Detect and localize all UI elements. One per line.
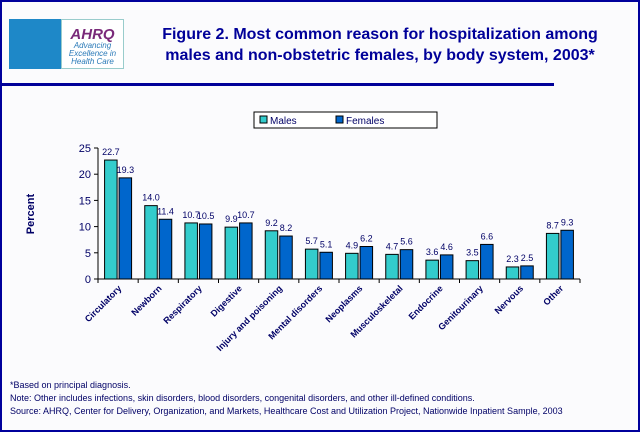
x-tick-label: Other (541, 283, 565, 307)
y-tick-label: 0 (85, 274, 91, 286)
data-label: 14.0 (142, 193, 160, 203)
bar-males (505, 266, 520, 280)
legend-box (253, 111, 438, 129)
ahrq-logo: AHRQ Advancing Excellence in Health Care (9, 19, 124, 69)
title-line-2: males and non-obstetric females, by body… (165, 47, 595, 64)
bar-males (545, 232, 560, 280)
bar-females (198, 223, 213, 280)
x-tick-label: Nervous (493, 283, 526, 316)
data-label: 19.3 (117, 165, 135, 175)
footnote-2: Note: Other includes infections, skin di… (10, 393, 475, 403)
y-tick-label: 5 (85, 248, 91, 260)
x-tick-label: Endocrine (407, 283, 445, 321)
x-tick-label: Digestive (209, 283, 244, 318)
bar-males (224, 226, 239, 280)
bar-males (304, 248, 319, 280)
bar-females (560, 229, 574, 280)
bar-males (104, 159, 118, 280)
x-tick-label: Newborn (129, 283, 163, 317)
data-label: 5.7 (305, 236, 318, 246)
ahrq-wordmark: AHRQ (70, 26, 115, 43)
data-label: 10.7 (237, 210, 255, 220)
data-label: 22.7 (102, 147, 120, 157)
chart-title: Figure 2. Most common reason for hospita… (140, 24, 620, 66)
bar-males (425, 259, 439, 280)
bar-females (399, 249, 414, 280)
x-tick-label: Neoplasms (323, 283, 364, 324)
data-label: 11.4 (157, 206, 174, 216)
footnote-3: Source: AHRQ, Center for Delivery, Organ… (10, 406, 563, 416)
ahrq-tagline-2: Excellence in (68, 49, 117, 58)
bar-males (345, 252, 359, 280)
bar-males (144, 205, 158, 280)
bar-males (264, 230, 279, 280)
bar-females (520, 265, 534, 280)
ahrq-tagline-1: Advancing (73, 41, 112, 50)
data-label: 10.5 (197, 211, 215, 221)
y-tick-label: 20 (79, 169, 91, 181)
x-tick-label: Injury and poisoning (215, 283, 285, 353)
legend-label-males: Males (270, 116, 297, 127)
data-label: 8.7 (546, 220, 559, 230)
x-tick-label: Circulatory (83, 283, 124, 324)
data-label: 6.2 (360, 234, 373, 244)
bar-males (184, 222, 198, 280)
ahrq-tagline-3: Health Care (71, 57, 114, 66)
data-label: 6.6 (481, 231, 494, 241)
ahrq-logo-text: AHRQ Advancing Excellence in Health Care (61, 19, 124, 69)
data-label: 4.6 (440, 242, 453, 252)
bar-females (480, 243, 494, 280)
hhs-eagle-logo (9, 19, 61, 69)
bar-males (465, 260, 480, 280)
data-label: 5.1 (320, 239, 333, 249)
data-label: 2.5 (521, 253, 534, 263)
bar-females (359, 246, 374, 280)
data-label: 2.3 (506, 254, 519, 264)
y-tick-label: 15 (79, 195, 91, 207)
legend-swatch-females (335, 115, 344, 124)
data-label: 4.7 (386, 241, 399, 251)
title-rule (2, 83, 554, 86)
x-tick-label: Respiratory (161, 283, 203, 325)
y-tick-label: 25 (79, 143, 91, 155)
data-label: 9.9 (225, 214, 238, 224)
bar-females (118, 177, 133, 280)
bar-females (279, 235, 293, 280)
bar-females (319, 251, 333, 280)
data-label: 5.6 (400, 237, 413, 247)
bar-males (385, 253, 399, 280)
data-label: 4.9 (346, 240, 359, 250)
legend-swatch-males (259, 115, 268, 124)
title-line-1: Figure 2. Most common reason for hospita… (162, 26, 598, 43)
y-tick-label: 10 (79, 222, 91, 234)
data-label: 10.7 (182, 210, 200, 220)
footnote-1: *Based on principal diagnosis. (10, 380, 131, 390)
bar-females (439, 254, 454, 280)
bar-females (158, 218, 173, 280)
data-label: 9.2 (265, 218, 278, 228)
data-label: 3.6 (426, 247, 439, 257)
legend-label-females: Females (346, 116, 384, 127)
data-label: 9.3 (561, 217, 574, 227)
bar-females (239, 222, 253, 280)
data-label: 8.2 (280, 223, 293, 233)
data-label: 3.5 (466, 248, 479, 258)
y-axis-label: Percent (25, 193, 37, 234)
